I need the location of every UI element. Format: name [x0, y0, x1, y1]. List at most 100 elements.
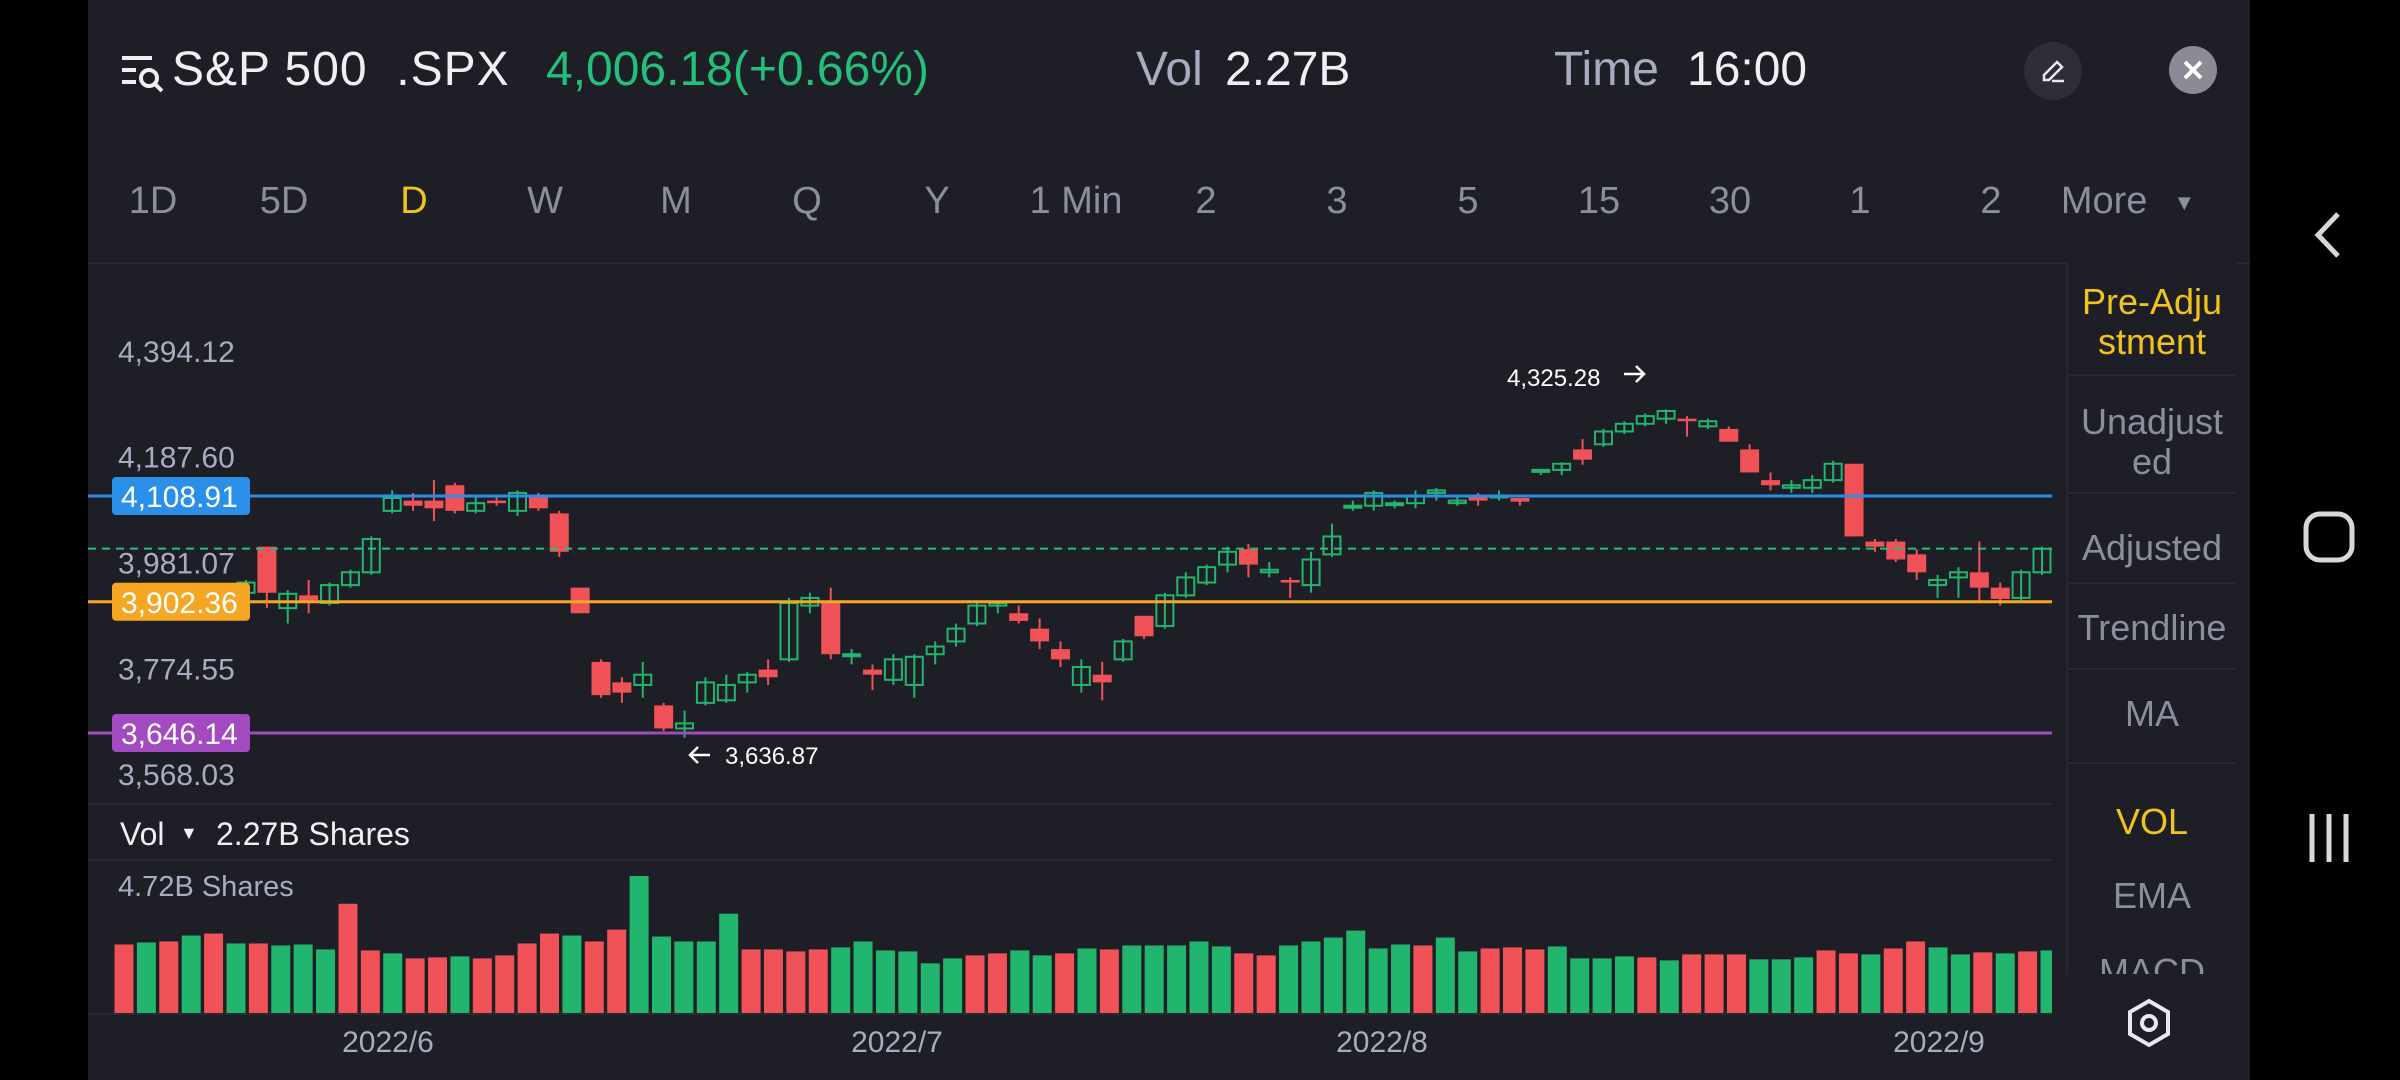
tab-15-11[interactable]: 15: [1577, 180, 1621, 222]
volume-bar: [1726, 954, 1746, 1013]
candle-body-up: [361, 538, 381, 574]
time-label: Time: [1554, 43, 1659, 96]
tab-2-14[interactable]: 2: [1980, 180, 2002, 222]
tab-q-5[interactable]: Q: [792, 180, 822, 222]
menu-ema[interactable]: EMA: [2112, 875, 2191, 916]
candle-body-down: [1468, 495, 1488, 501]
volume-bar: [651, 936, 671, 1013]
candle-body-up: [2011, 571, 2031, 599]
candle-body-up: [1781, 484, 1801, 489]
menu-search-icon[interactable]: [120, 48, 166, 94]
volume-bar: [405, 958, 425, 1013]
menu-vol[interactable]: VOL: [2115, 801, 2189, 842]
menu-adjusted[interactable]: Adjusted: [2081, 527, 2223, 568]
tab-30-12[interactable]: 30: [1708, 180, 1752, 222]
date-label: 2022/8: [1336, 1026, 1428, 1059]
symbol-title[interactable]: S&P 500 .SPX: [172, 42, 510, 97]
candle-body-down: [1886, 541, 1906, 560]
candle-body-up: [883, 658, 903, 681]
candle-body-down: [299, 595, 319, 601]
purple-line-value: 3,646.14: [121, 718, 238, 751]
close-button[interactable]: [2169, 46, 2217, 94]
date-label: 2022/7: [851, 1026, 943, 1059]
volume-bar: [1973, 952, 1993, 1013]
candle-body-down: [654, 705, 674, 729]
volume-bar: [1211, 946, 1231, 1013]
menu-trendline[interactable]: Trendline: [2077, 607, 2227, 648]
candle-body-down: [1092, 674, 1112, 683]
tab-1-13[interactable]: 1: [1849, 180, 1871, 222]
price-chart[interactable]: 4,394.12 4,187.60 3,981.07 3,774.55 3,568.03…: [88, 262, 2052, 1080]
volume-bar: [808, 949, 828, 1013]
candle-body-down: [1030, 628, 1050, 642]
price-axis-label: 4,187.60: [118, 442, 235, 475]
volume-bar: [226, 943, 246, 1013]
candle-body-down: [403, 500, 423, 506]
tab-more-15[interactable]: More ▼: [2043, 180, 2213, 223]
volume-bar: [1704, 954, 1724, 1013]
candle-body-down: [1719, 428, 1739, 442]
time-value: 16:00: [1687, 43, 1808, 96]
volume-indicator-label: Vol: [120, 816, 164, 852]
tab-d-2[interactable]: D: [400, 180, 428, 222]
tab-2-8[interactable]: 2: [1195, 180, 1217, 222]
candle-body-down: [1677, 418, 1697, 422]
candle-body-up: [842, 653, 862, 658]
divider: [2068, 492, 2236, 494]
tab-1d-0[interactable]: 1D: [128, 180, 178, 222]
stock-chart-app: S&P 500 .SPX 4,006.18(+0.66%) Vol 2.27B …: [88, 0, 2250, 1080]
menu-pre-adjustment[interactable]: Pre-Adju stment: [2068, 282, 2236, 362]
divider: [2068, 374, 2236, 376]
indicator-menu: Pre-Adju stment Unadjust ed Adjusted Trend…: [2066, 262, 2236, 974]
candle-body-up: [1614, 422, 1634, 433]
candle-body-up: [1259, 568, 1279, 574]
volume-bar: [1077, 948, 1097, 1013]
tab-5d-1[interactable]: 5D: [259, 180, 309, 222]
unadjusted-line1: Unadjust: [2080, 401, 2224, 442]
tab-m-4[interactable]: M: [660, 180, 692, 222]
home-icon[interactable]: [2302, 510, 2356, 564]
back-icon[interactable]: [2312, 210, 2342, 260]
candle-body-up: [1635, 415, 1655, 425]
tab-5-10[interactable]: 5: [1457, 180, 1479, 222]
price-axis-label: 3,568.03: [118, 759, 235, 792]
recents-icon[interactable]: [2306, 812, 2352, 864]
volume-bar: [584, 941, 604, 1013]
candle-body-up: [1385, 502, 1405, 507]
settings-icon[interactable]: [2124, 998, 2174, 1048]
candle-body-up: [1928, 578, 1948, 587]
volume-bar: [831, 947, 851, 1013]
candle-body-down: [257, 546, 277, 593]
divider: [2068, 668, 2236, 670]
volume-bar: [741, 949, 761, 1013]
tab-3-9[interactable]: 3: [1326, 180, 1348, 222]
tab-w-3[interactable]: W: [527, 180, 563, 222]
volume-bar: [1794, 957, 1814, 1013]
volume-bar: [248, 943, 268, 1013]
volume-bar: [987, 953, 1007, 1013]
menu-unadjusted[interactable]: Unadjust ed: [2068, 402, 2236, 482]
volume-bar: [1883, 948, 1903, 1013]
price-axis-label: 3,774.55: [118, 653, 235, 686]
volume-bar: [1816, 950, 1836, 1013]
volume-bar: [1167, 945, 1187, 1013]
volume-bar: [136, 942, 156, 1013]
volume-bar: [1503, 947, 1523, 1013]
draw-button[interactable]: [2024, 42, 2082, 100]
candle-body-up: [946, 627, 966, 643]
candle-body-up: [1218, 550, 1238, 566]
volume-bar: [1749, 959, 1769, 1013]
volume-bar: [943, 958, 963, 1013]
unadjusted-line2: ed: [2131, 441, 2173, 482]
volume-bar: [1570, 958, 1590, 1013]
menu-ma[interactable]: MA: [2125, 693, 2179, 734]
menu-macd[interactable]: MACD: [2099, 952, 2205, 974]
pre-adjustment-line1: Pre-Adju: [2081, 281, 2223, 322]
divider: [88, 262, 2250, 264]
tab-1-min-7[interactable]: 1 Min: [1029, 180, 1123, 222]
candle-body-down: [1280, 579, 1300, 583]
tab-y-6[interactable]: Y: [924, 180, 950, 222]
candle-body-up: [1823, 462, 1843, 482]
candle-body-down: [1740, 449, 1760, 473]
candle-body-down: [863, 669, 883, 675]
